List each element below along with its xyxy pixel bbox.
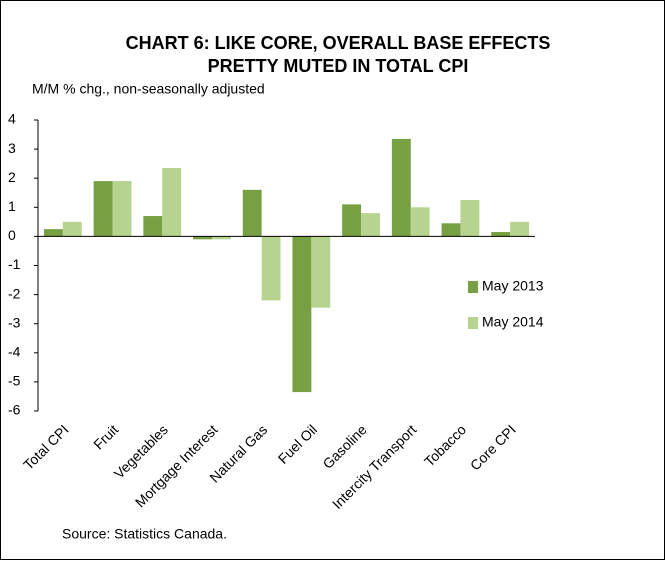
- bar: [242, 189, 262, 237]
- legend-swatch: [468, 317, 478, 329]
- bar: [391, 138, 411, 237]
- bar: [43, 229, 63, 237]
- bar: [93, 181, 113, 237]
- y-tick-label: -6: [8, 402, 21, 418]
- bar: [162, 168, 182, 237]
- y-tick-label: 3: [8, 140, 16, 156]
- bar: [211, 236, 231, 240]
- bar: [510, 221, 530, 237]
- bar: [342, 204, 362, 237]
- bar: [311, 236, 331, 308]
- y-tick-label: -3: [8, 314, 21, 330]
- bar: [292, 236, 312, 393]
- y-tick-label: 1: [8, 198, 16, 214]
- axis-label: M/M % chg., non-seasonally adjusted: [32, 81, 265, 97]
- legend-swatch: [468, 281, 478, 293]
- chart-title: CHART 6: LIKE CORE, OVERALL BASE EFFECTS: [126, 33, 551, 53]
- bar: [460, 200, 480, 237]
- source: Source: Statistics Canada.: [62, 526, 227, 542]
- bar: [261, 236, 281, 301]
- chart-title: PRETTY MUTED IN TOTAL CPI: [208, 56, 469, 76]
- bar: [361, 213, 380, 237]
- legend-label: May 2013: [482, 278, 544, 294]
- y-tick-label: -2: [8, 285, 21, 301]
- y-tick-label: -4: [8, 344, 21, 360]
- bar: [491, 232, 511, 237]
- bar: [441, 223, 461, 237]
- bar: [193, 236, 212, 240]
- bar: [62, 221, 82, 237]
- y-tick-label: 0: [8, 227, 16, 243]
- legend-label: May 2014: [482, 314, 544, 330]
- y-tick-label: 2: [8, 169, 16, 185]
- y-tick-label: 4: [8, 111, 16, 127]
- bar: [410, 207, 430, 237]
- bar: [143, 216, 163, 237]
- y-tick-label: -1: [8, 256, 21, 272]
- bar: [112, 181, 132, 237]
- y-tick-label: -5: [8, 373, 21, 389]
